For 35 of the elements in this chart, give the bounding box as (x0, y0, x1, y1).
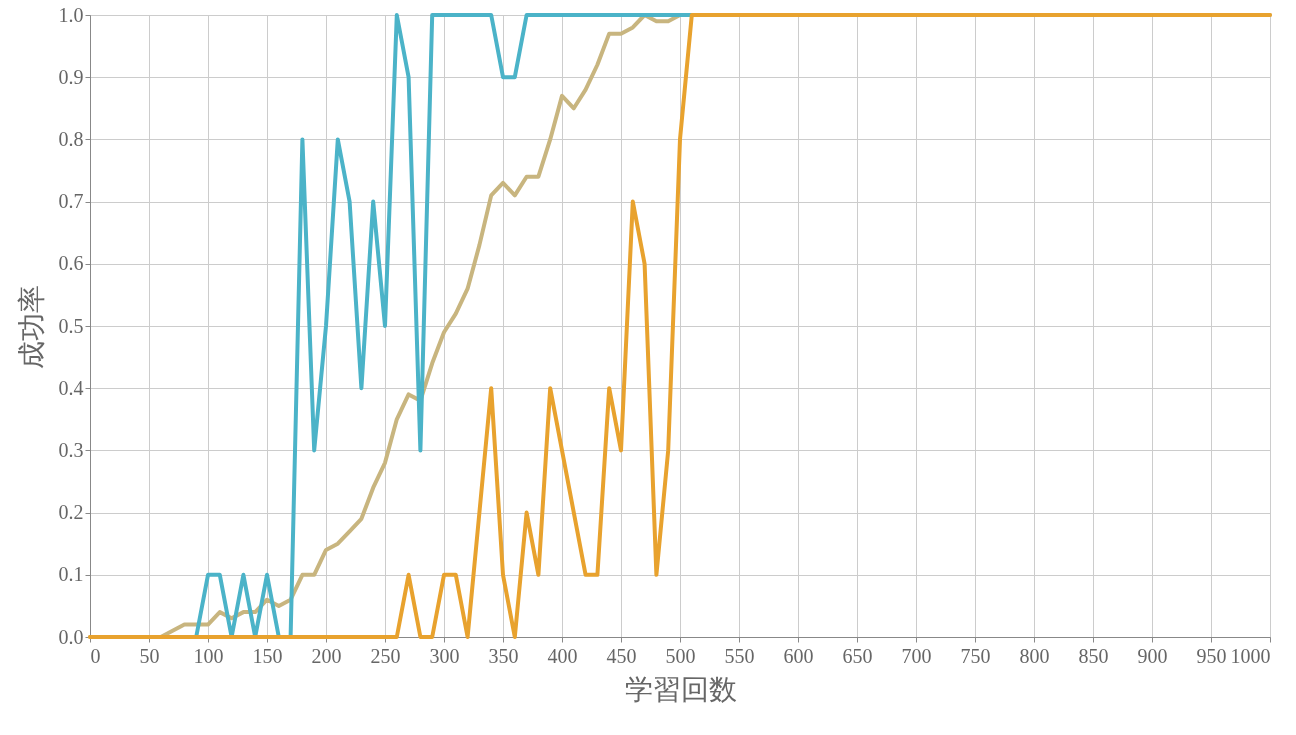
x-tick-label: 450 (606, 644, 637, 667)
x-tick-label: 950 (1196, 644, 1227, 667)
y-tick-label: 0.6 (58, 252, 84, 275)
x-tick-label: 0 (90, 644, 101, 667)
line-series (88, 13, 1272, 639)
x-tick-label: 550 (724, 644, 755, 667)
x-tick-label: 300 (429, 644, 460, 667)
y-tick-label: 0.4 (58, 376, 84, 399)
x-tick-label: 50 (139, 644, 160, 667)
x-axis-title: 学習回数 (624, 672, 737, 706)
x-tick-label: 1000 (1230, 644, 1271, 667)
y-tick-label: 0.3 (58, 438, 84, 461)
y-tick-label: 0.7 (58, 190, 84, 213)
y-tick-label: 0.0 (58, 625, 84, 648)
x-tick-label: 150 (252, 644, 283, 667)
y-tick-label: 0.2 (58, 501, 84, 524)
x-tick-label: 500 (665, 644, 696, 667)
x-tick-label: 250 (370, 644, 401, 667)
x-tick-label: 900 (1137, 644, 1168, 667)
y-axis-title: 成功率 (14, 284, 48, 369)
y-tick-label: 0.9 (58, 65, 84, 88)
y-tick-label: 0.8 (58, 127, 84, 150)
x-tick-label: 750 (960, 644, 991, 667)
x-tick-label: 350 (488, 644, 519, 667)
x-tick-label: 400 (547, 644, 578, 667)
x-tick-label: 800 (1019, 644, 1050, 667)
y-tick-label: 1.0 (58, 3, 84, 26)
x-tick-label: 100 (193, 644, 224, 667)
x-tick-label: 850 (1078, 644, 1109, 667)
x-tick-label: 650 (842, 644, 873, 667)
x-tick-label: 600 (783, 644, 814, 667)
x-tick-label: 200 (311, 644, 342, 667)
y-tick-label: 0.5 (58, 314, 84, 337)
x-tick-label: 700 (901, 644, 932, 667)
y-tick-label: 0.1 (58, 563, 84, 586)
